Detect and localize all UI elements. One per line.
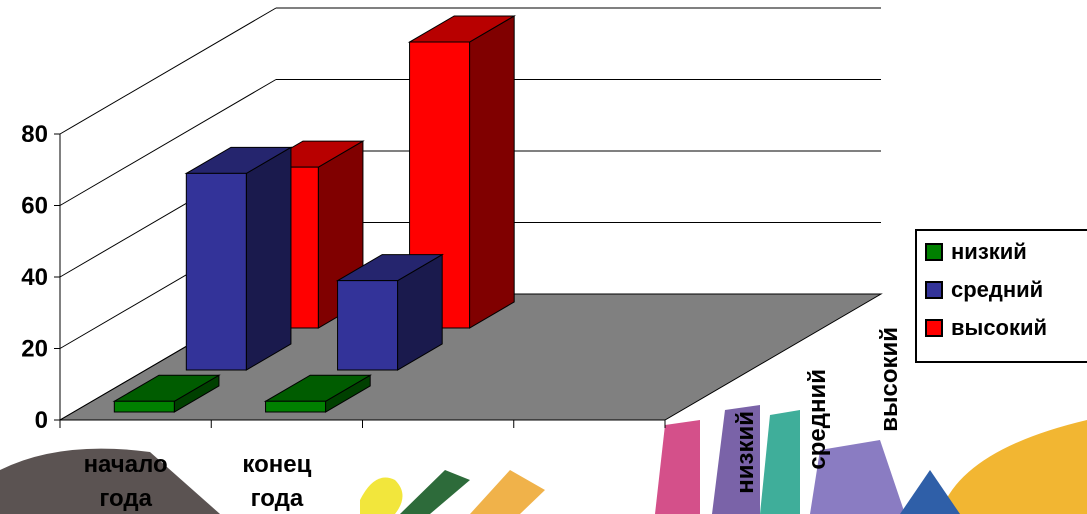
y-tick-label: 80: [21, 121, 48, 148]
depth-axis-label: средний: [804, 369, 831, 470]
pen-scrap-teal: [760, 410, 800, 514]
legend-label: высокий: [951, 315, 1048, 340]
notebook-scrap-blue: [900, 470, 960, 514]
x-category-label: начало: [84, 451, 168, 478]
legend-swatch: [925, 281, 943, 299]
y-tick-label: 60: [21, 193, 48, 220]
gridline-side: [59, 79, 277, 206]
legend-swatch: [925, 243, 943, 261]
bar-front-средний: [185, 172, 247, 371]
notebook-scrap-yellow: [940, 420, 1087, 514]
depth-axis-label: высокий: [876, 327, 903, 432]
legend-item: высокий: [925, 315, 1047, 341]
notebook-scrap-purple: [810, 440, 905, 514]
pen-scrap-purple: [712, 405, 760, 514]
bar-front-низкий: [113, 400, 175, 413]
pencil-scrap-green: [400, 470, 470, 514]
y-tick-label: 40: [21, 264, 48, 291]
bar-side-высокий: [469, 15, 515, 329]
legend: низкий средний высокий: [915, 229, 1087, 363]
legend-item: средний: [925, 277, 1043, 303]
bar-front-низкий: [265, 400, 327, 413]
y-tick-label: 0: [35, 407, 48, 434]
bar-side-средний: [245, 146, 292, 371]
pen-scrap-pink: [655, 420, 700, 514]
legend-label: низкий: [951, 239, 1027, 264]
gridline-side: [59, 7, 277, 135]
bar-front-средний: [337, 280, 399, 371]
legend-swatch: [925, 319, 943, 337]
scissors-scrap: [360, 477, 403, 514]
pencil-scrap-orange: [470, 470, 545, 514]
x-category-label: года: [251, 485, 304, 512]
legend-label: средний: [951, 277, 1044, 302]
x-category-label: конец: [242, 451, 311, 478]
depth-axis-label: низкий: [732, 411, 759, 494]
y-tick-label: 20: [21, 336, 48, 363]
notebook-scrap-left: [0, 448, 220, 514]
legend-item: низкий: [925, 239, 1027, 265]
x-category-label: года: [99, 485, 152, 512]
